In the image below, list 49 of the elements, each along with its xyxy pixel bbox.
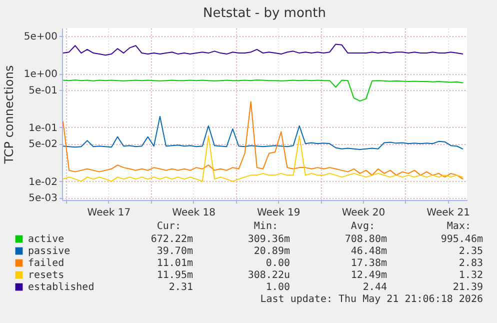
text: 39.70m — [156, 246, 193, 258]
text: 1.32 — [458, 270, 483, 282]
text: 995.46m — [440, 234, 483, 246]
y-tick-label: 5e-01 — [28, 85, 58, 96]
text: Avg: — [350, 221, 375, 233]
y-tick-label: 5e+00 — [24, 31, 58, 42]
text: 708.80m — [344, 234, 387, 246]
y-tick-label: 5e-03 — [28, 193, 58, 204]
text: 309.36m — [248, 234, 290, 246]
line-series — [62, 116, 464, 150]
legend-label: resets — [28, 270, 64, 281]
x-tick-label: Week 19 — [256, 208, 300, 218]
text: 12.49m — [350, 270, 387, 282]
y-tick-label: 1e+00 — [24, 69, 58, 80]
text: 17.38m — [350, 258, 387, 270]
text: 2.31 — [168, 282, 193, 294]
line-series — [62, 79, 464, 102]
x-tick-label: Week 20 — [342, 208, 386, 218]
x-tick-label: Week 21 — [426, 208, 470, 218]
legend-label: failed — [28, 258, 64, 269]
text: Max: — [446, 221, 471, 233]
text: 46.48m — [350, 246, 387, 258]
line-series — [62, 101, 464, 180]
text: 11.95m — [156, 270, 193, 282]
text: 21.39 — [452, 282, 483, 294]
text: 11.01m — [156, 258, 193, 270]
y-tick-label: 1e-02 — [28, 176, 58, 188]
text: 20.89m — [254, 246, 290, 258]
y-tick-label: 5e-02 — [28, 139, 58, 150]
text: 308.22u — [248, 270, 290, 282]
line-series — [62, 135, 464, 182]
line-series — [62, 44, 464, 56]
text: 0.00 — [266, 258, 290, 270]
text: Min: — [254, 221, 278, 233]
legend-label: established — [28, 282, 94, 293]
text: 2.35 — [458, 246, 483, 258]
legend-label: active — [28, 234, 64, 245]
text: Cur: — [156, 221, 181, 233]
y-tick-label: 1e-01 — [28, 122, 58, 134]
x-tick-label: Week 17 — [87, 208, 131, 218]
text: 1.00 — [266, 282, 290, 294]
text: Last update: Thu May 21 21:06:18 2026 — [260, 294, 483, 306]
legend-label: passive — [28, 246, 70, 257]
x-tick-label: Week 18 — [172, 208, 216, 218]
text: 2.44 — [362, 282, 387, 294]
chart-title: Netstat - by month — [203, 6, 326, 21]
text: 2.83 — [458, 258, 483, 270]
y-axis-title: TCP connections — [2, 65, 16, 165]
text: 672.22m — [150, 234, 193, 246]
